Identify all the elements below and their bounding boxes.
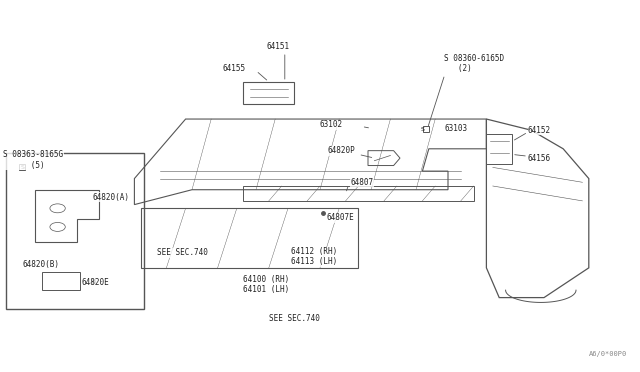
Text: 64112 (RH)
64113 (LH): 64112 (RH) 64113 (LH) xyxy=(291,247,337,266)
Text: 64155: 64155 xyxy=(222,64,245,73)
Text: S 08363-8165G
      (5): S 08363-8165G (5) xyxy=(3,150,63,170)
Text: 64820(A): 64820(A) xyxy=(93,193,130,202)
Text: SEE SEC.740: SEE SEC.740 xyxy=(269,314,319,323)
Text: 64151: 64151 xyxy=(267,42,290,51)
Text: SEE SEC.740: SEE SEC.740 xyxy=(157,248,207,257)
Text: 63102: 63102 xyxy=(319,120,342,129)
Text: S 08360-6165D
   (2): S 08360-6165D (2) xyxy=(444,54,504,73)
Text: S: S xyxy=(20,165,24,170)
Text: 64820(B): 64820(B) xyxy=(22,260,60,269)
Text: 63103: 63103 xyxy=(445,124,468,133)
Text: A6/0*00P0: A6/0*00P0 xyxy=(589,351,627,357)
Text: 64807: 64807 xyxy=(351,178,374,187)
Text: 64100 (RH)
64101 (LH): 64100 (RH) 64101 (LH) xyxy=(243,275,289,294)
Text: 64807E: 64807E xyxy=(326,213,354,222)
Bar xyxy=(6,153,144,309)
Text: 64156: 64156 xyxy=(528,154,551,163)
Text: 64820E: 64820E xyxy=(82,278,109,287)
Text: 64820P: 64820P xyxy=(328,146,355,155)
Text: S: S xyxy=(420,126,424,132)
Text: 64152: 64152 xyxy=(528,126,551,135)
